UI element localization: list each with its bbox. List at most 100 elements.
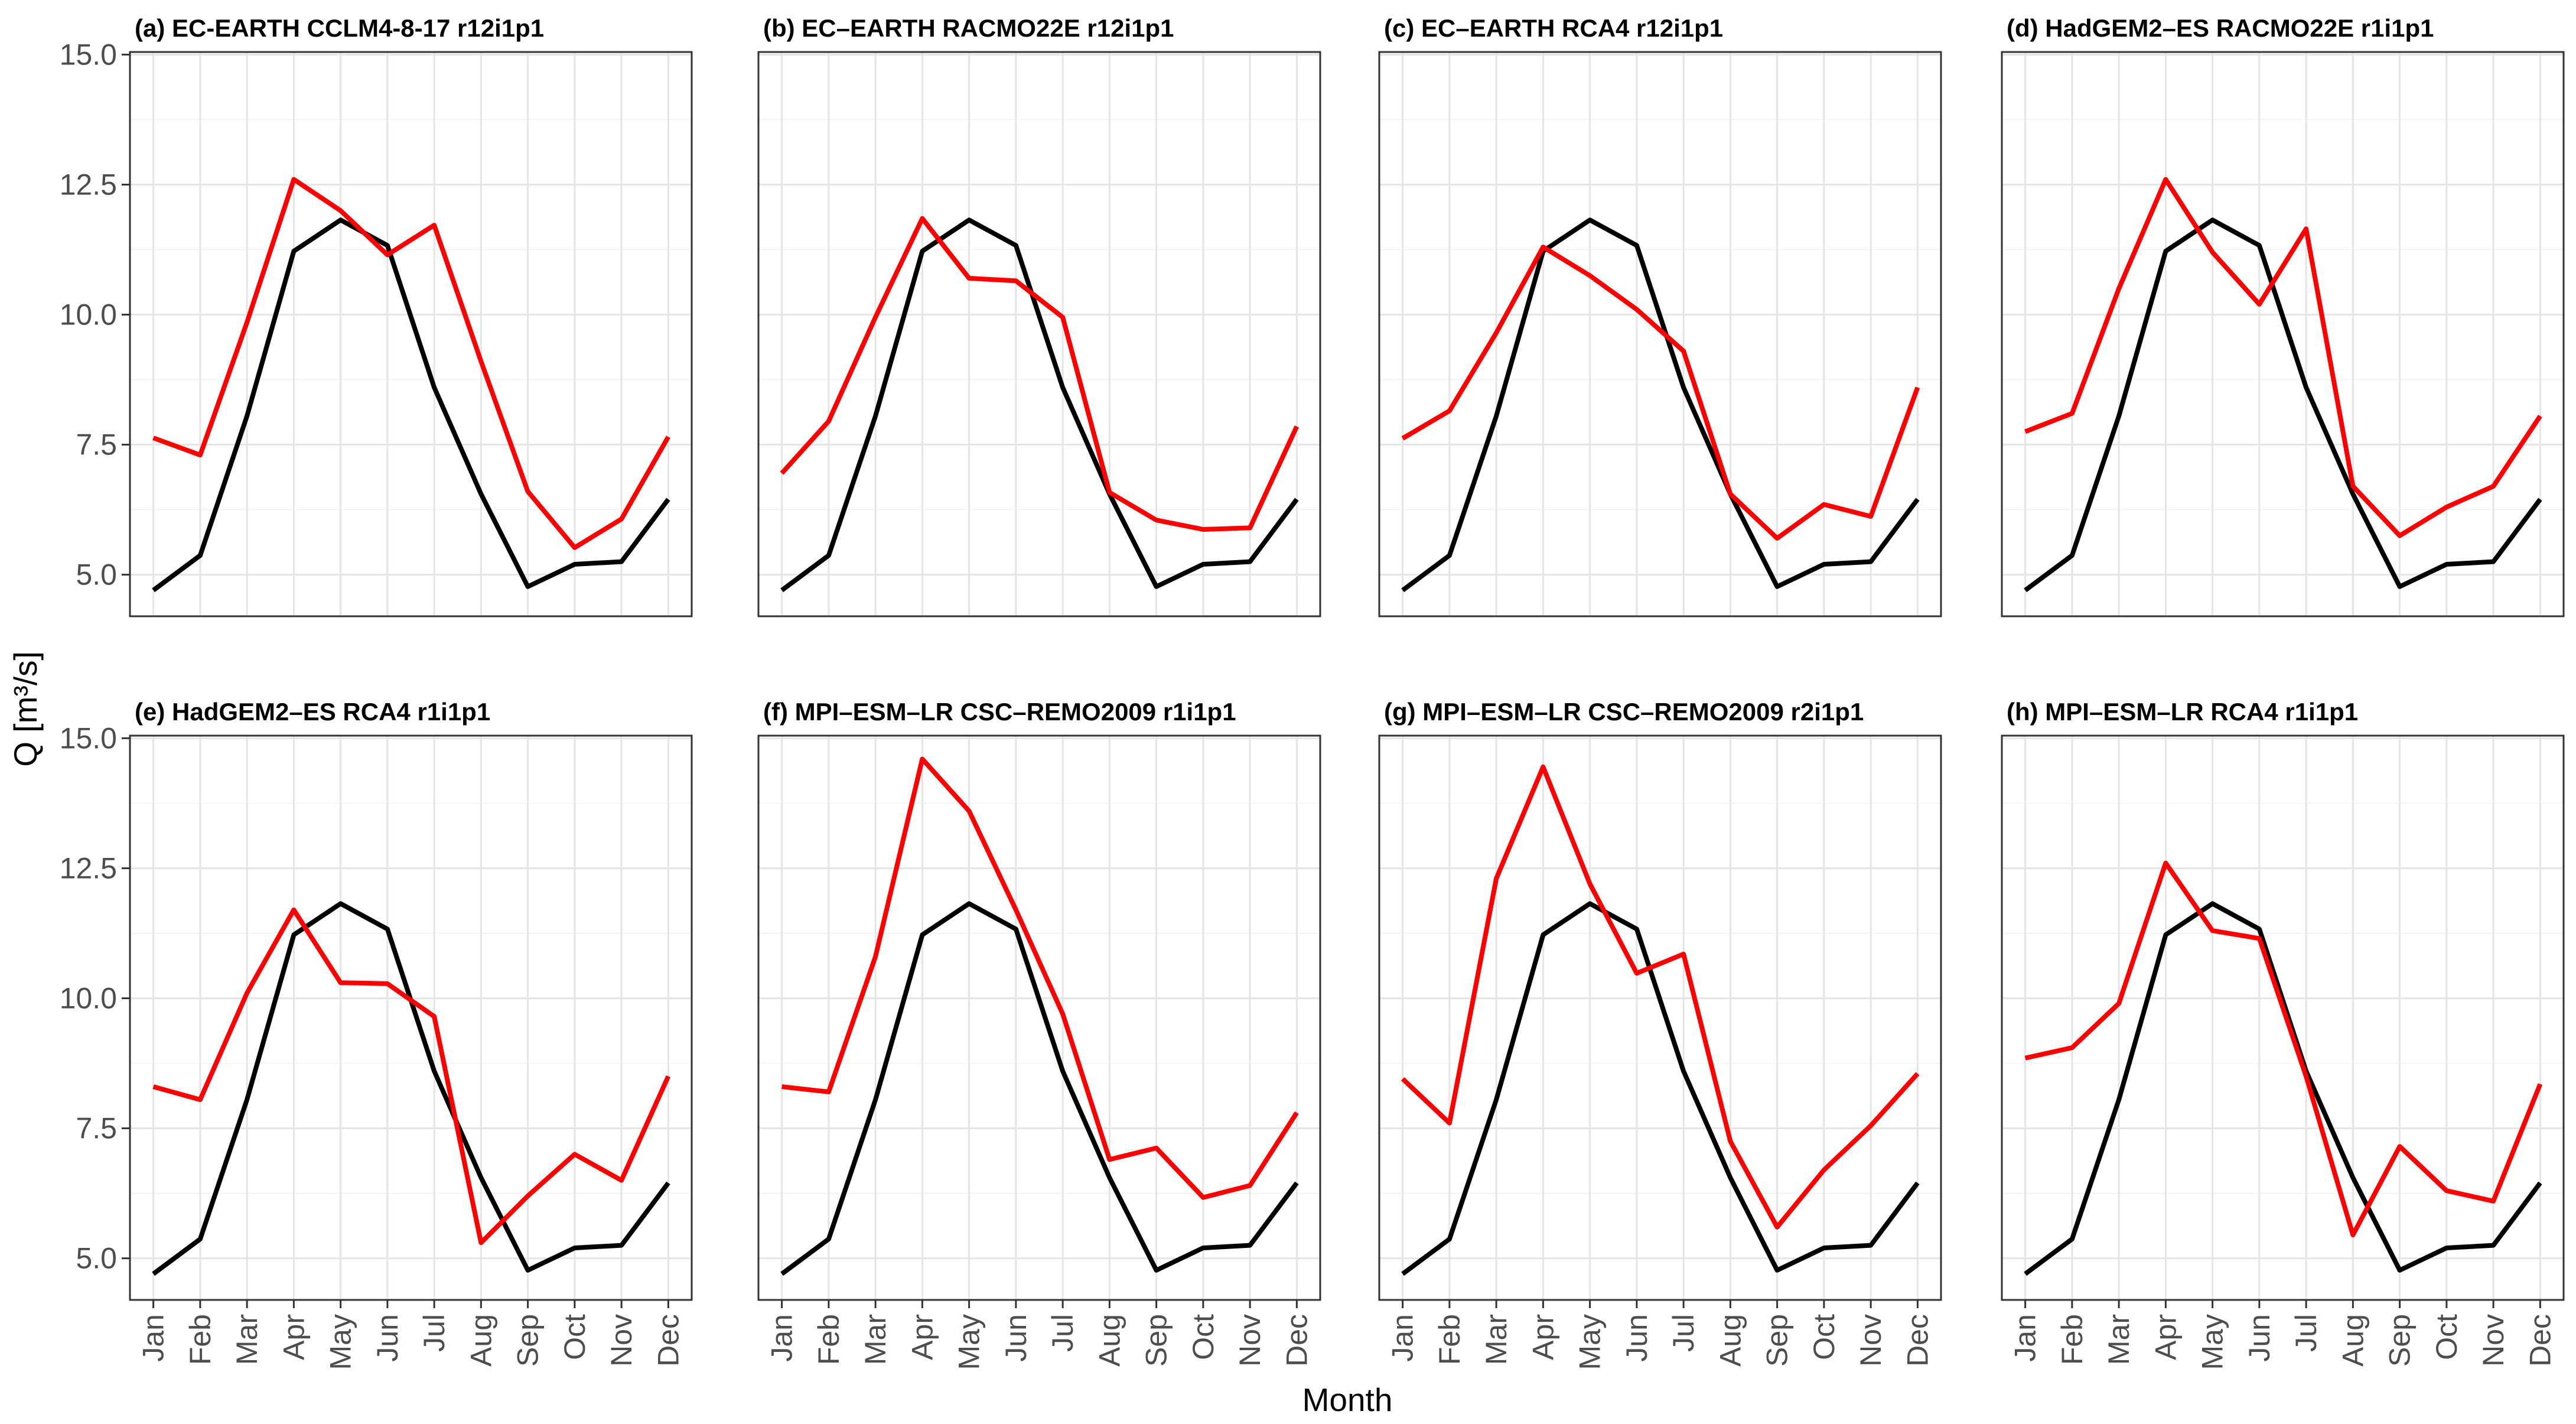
panel-background [2002,736,2564,1300]
panel-background [1379,736,1941,1300]
x-tick-label: May [2196,1314,2229,1370]
y-tick-label: 7.5 [76,428,117,461]
x-tick-label: Jun [2243,1314,2276,1362]
x-tick-label: Jul [1046,1314,1079,1352]
x-tick-label: Aug [1093,1314,1126,1367]
x-tick-label: Apr [906,1314,939,1360]
x-tick-label: Mar [859,1314,892,1365]
x-tick-label: Aug [464,1314,497,1367]
model-series-line [781,756,1299,1200]
panel-background [130,736,692,1300]
y-tick-label: 5.0 [76,558,117,591]
reference-series-line [2024,217,2542,593]
reference-series-line [780,217,1299,593]
x-tick-label: Aug [2336,1314,2369,1367]
x-tick-label: Dec [652,1314,685,1367]
x-tick-label: May [324,1314,357,1370]
x-tick-label: Mar [230,1314,263,1365]
x-tick-label: Jul [2290,1314,2323,1352]
panel-e: (e) HadGEM2–ES RCA4 r1i1p1 5.0 7.5 10.0 12.5… [60,698,693,1370]
x-tick-label: Oct [558,1314,591,1360]
model-series-line [2024,860,2543,1237]
x-tick-label: Feb [2056,1314,2089,1365]
model-series-line [152,907,671,1246]
panel-frame [129,734,693,1301]
x-tick-label: Jul [1667,1314,1700,1352]
x-tick-label: Nov [1854,1314,1887,1367]
panels-layer: (a) EC-EARTH CCLM4-8-17 r12i1p1 5.0 7.5 10.… [60,14,2565,1370]
panel-title: (c) EC–EARTH RCA4 r12i1p1 [1384,14,1723,42]
x-tick-label: Apr [277,1314,310,1360]
x-tick-label: Dec [2523,1314,2557,1367]
y-axis-title: Q [m³/s] [7,651,44,767]
y-tick-label: 5.0 [76,1242,117,1275]
panel-background [1379,52,1941,616]
panel-background [2002,52,2564,616]
x-tick-label: Feb [812,1314,845,1365]
y-tick-label: 10.0 [60,298,117,331]
panel-background [758,736,1320,1300]
x-tick-label: Sep [512,1314,545,1367]
y-tick-label: 10.0 [60,981,117,1015]
x-tick-label: Apr [1526,1314,1559,1360]
x-tick-label: Sep [1140,1314,1173,1367]
panel-frame [757,51,1321,617]
x-tick-label: Nov [1233,1314,1266,1367]
x-tick-label: Feb [1433,1314,1466,1365]
y-tick-label: 12.5 [60,168,117,201]
panel-frame [129,51,693,617]
x-tick-label: Oct [1187,1314,1220,1360]
panel-frame [1378,734,1942,1301]
x-tick-label: Jun [1620,1314,1653,1362]
x-tick-label: Dec [1280,1314,1313,1367]
reference-series-line [1401,217,1920,593]
panel-title: (f) MPI–ESM–LR CSC–REMO2009 r1i1p1 [763,698,1236,726]
x-tick-label: Jan [2009,1314,2042,1362]
x-tick-label: Oct [1808,1314,1841,1360]
x-tick-label: Mar [2102,1314,2135,1365]
panel-title: (b) EC–EARTH RACMO22E r12i1p1 [763,14,1174,42]
panel-frame [2001,51,2565,617]
x-tick-label: Oct [2430,1314,2463,1360]
reference-series-line [1401,901,1920,1276]
model-series-line [2024,177,2542,538]
x-tick-label: Jan [1386,1314,1419,1362]
reference-series-line [152,217,670,593]
x-tick-label: Nov [2477,1314,2510,1367]
x-tick-label: Jan [137,1314,170,1362]
panel-g: (g) MPI–ESM–LR CSC–REMO2009 r2i1p1 Jan Feb… [1378,698,1942,1370]
panel-a: (a) EC-EARTH CCLM4-8-17 r12i1p1 5.0 7.5 10.… [60,14,693,617]
panel-background [758,52,1320,616]
reference-series-line [780,901,1299,1276]
panel-background [130,52,692,616]
panel-frame [1378,51,1942,617]
x-tick-label: Nov [605,1314,638,1367]
x-tick-label: Jan [766,1314,799,1362]
panel-frame [2001,734,2565,1301]
y-tick-label: 7.5 [76,1112,117,1145]
model-series-line [1401,764,1920,1230]
x-tick-label: Sep [1761,1314,1794,1367]
panel-title: (h) MPI–ESM–LR RCA4 r1i1p1 [2007,698,2358,726]
x-tick-label: Dec [1901,1314,1934,1367]
panel-h: (h) MPI–ESM–LR RCA4 r1i1p1 Jan Feb Mar Apr Ma… [2001,698,2565,1370]
panel-f: (f) MPI–ESM–LR CSC–REMO2009 r1i1p1 Jan Feb… [757,698,1321,1370]
x-tick-label: May [1574,1314,1607,1370]
y-tick-label: 12.5 [60,851,117,885]
panel-d: (d) HadGEM2–ES RACMO22E r1i1p1 [2001,14,2565,617]
model-series-line [152,177,670,550]
x-tick-label: Aug [1714,1314,1747,1367]
model-series-line [780,216,1300,532]
y-tick-label: 15.0 [60,721,117,755]
y-tick-label: 15.0 [60,38,117,71]
panel-c: (c) EC–EARTH RCA4 r12i1p1 [1378,14,1942,617]
model-series-line [1401,245,1920,541]
panel-b: (b) EC–EARTH RACMO22E r12i1p1 [757,14,1321,617]
panel-title: (a) EC-EARTH CCLM4-8-17 r12i1p1 [135,14,544,42]
panel-title: (e) HadGEM2–ES RCA4 r1i1p1 [135,698,490,726]
x-tick-label: Mar [1480,1314,1513,1365]
panel-title: (d) HadGEM2–ES RACMO22E r1i1p1 [2007,14,2434,42]
x-tick-label: Jun [371,1314,404,1362]
x-tick-label: Jun [999,1314,1033,1362]
